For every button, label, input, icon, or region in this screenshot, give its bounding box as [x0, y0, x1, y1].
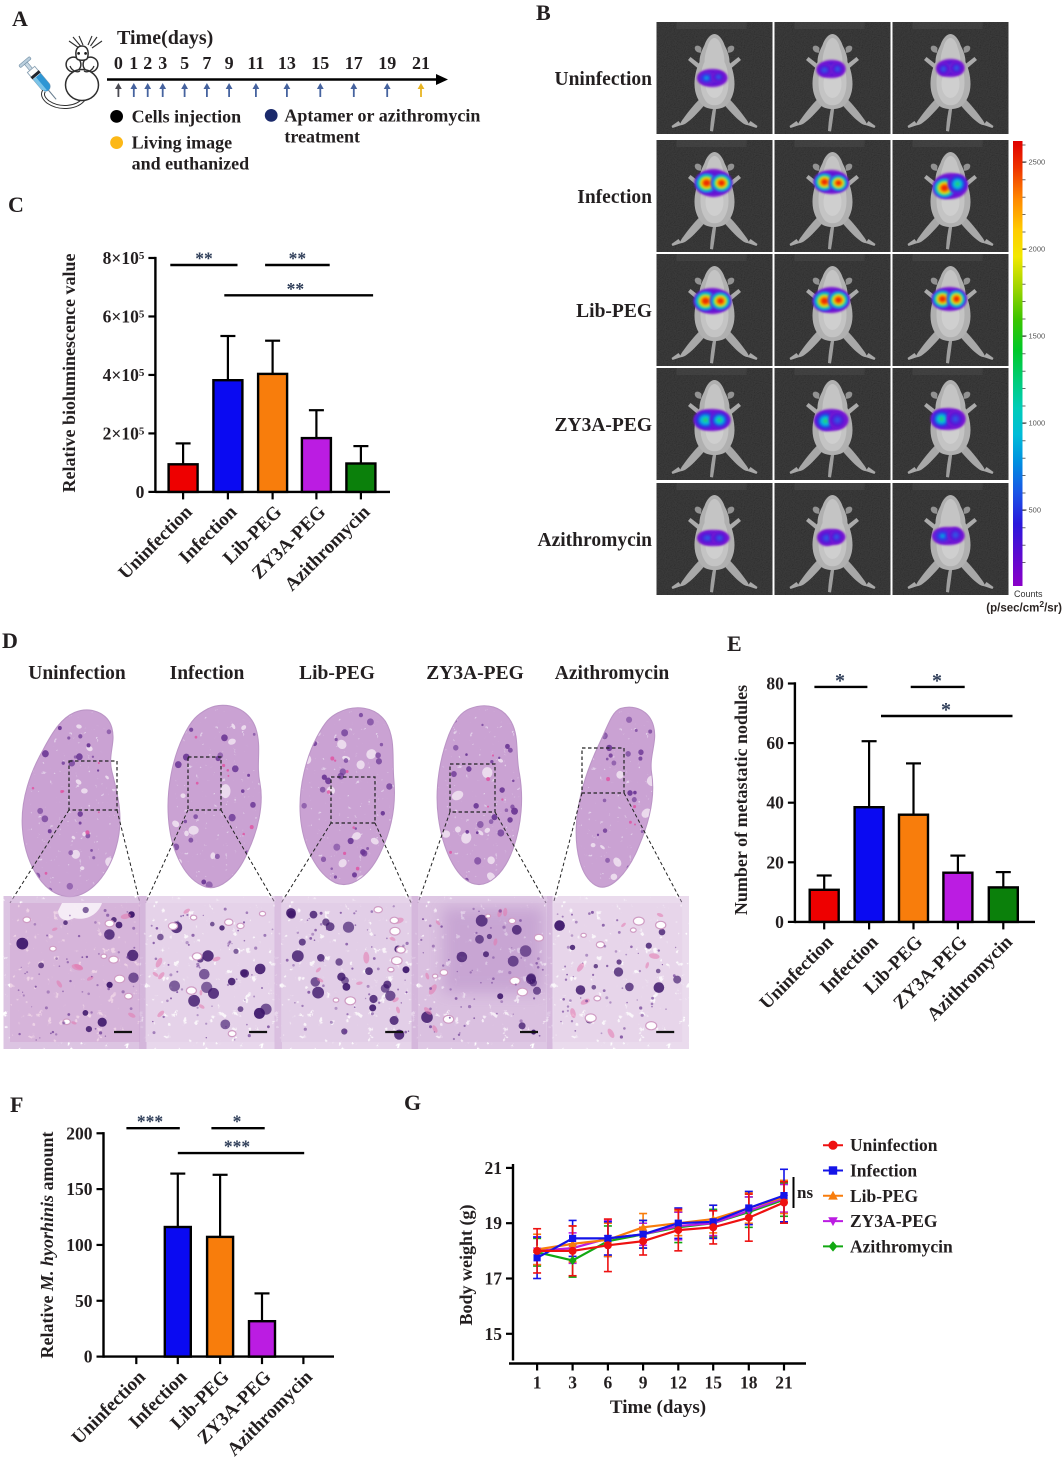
svg-text:ZY3A-PEG: ZY3A-PEG: [850, 1211, 938, 1231]
svg-text:Infection: Infection: [170, 663, 245, 684]
svg-text:150: 150: [66, 1179, 93, 1199]
svg-text:G: G: [404, 1090, 421, 1115]
svg-text:**: **: [287, 279, 305, 299]
svg-text:0: 0: [136, 482, 145, 502]
svg-text:2: 2: [143, 53, 152, 73]
svg-text:3: 3: [568, 1373, 577, 1393]
svg-text:12: 12: [670, 1373, 688, 1393]
svg-text:Aptamer or azithromycin: Aptamer or azithromycin: [284, 106, 480, 126]
svg-text:15: 15: [311, 53, 329, 73]
svg-text:treatment: treatment: [284, 127, 360, 147]
svg-text:1000: 1000: [1029, 419, 1046, 428]
svg-text:11: 11: [247, 53, 264, 73]
svg-text:6×105: 6×105: [103, 306, 145, 326]
svg-text:E: E: [727, 631, 742, 656]
svg-text:40: 40: [766, 793, 784, 813]
svg-text:Azithromycin: Azithromycin: [538, 530, 653, 551]
svg-text:Lib-PEG: Lib-PEG: [576, 301, 652, 322]
svg-text:13: 13: [278, 53, 296, 73]
svg-text:6: 6: [604, 1373, 613, 1393]
svg-text:Time(days): Time(days): [117, 27, 213, 49]
svg-text:100: 100: [66, 1235, 93, 1255]
svg-text:Cells injection: Cells injection: [132, 107, 242, 127]
svg-text:1500: 1500: [1029, 332, 1046, 341]
svg-text:C: C: [8, 192, 24, 217]
svg-text:and euthanized: and euthanized: [132, 154, 250, 174]
svg-text:ZY3A-PEG: ZY3A-PEG: [426, 663, 524, 684]
svg-text:Living image: Living image: [132, 133, 233, 153]
svg-text:ns: ns: [797, 1183, 813, 1202]
svg-text:A: A: [12, 6, 28, 31]
svg-text:*: *: [932, 670, 942, 692]
svg-text:50: 50: [75, 1291, 93, 1311]
svg-text:15: 15: [485, 1324, 503, 1344]
svg-text:Infection: Infection: [850, 1161, 917, 1181]
svg-text:500: 500: [1029, 506, 1042, 515]
svg-text:9: 9: [225, 53, 234, 73]
svg-text:2500: 2500: [1029, 158, 1046, 167]
svg-text:**: **: [289, 249, 307, 269]
svg-text:17: 17: [485, 1269, 503, 1289]
svg-text:4×105: 4×105: [103, 365, 145, 385]
svg-text:17: 17: [345, 53, 363, 73]
svg-text:Uninfection: Uninfection: [850, 1135, 938, 1155]
svg-text:21: 21: [775, 1373, 793, 1393]
svg-text:2×105: 2×105: [103, 423, 145, 443]
svg-text:Uninfection: Uninfection: [555, 69, 653, 90]
svg-text:19: 19: [378, 53, 396, 73]
svg-text:Number of metastatic nodules: Number of metastatic nodules: [731, 685, 751, 915]
svg-text:21: 21: [412, 53, 430, 73]
svg-text:18: 18: [740, 1373, 758, 1393]
svg-text:8×105: 8×105: [103, 248, 145, 268]
svg-text:*: *: [835, 670, 845, 692]
svg-text:Infection: Infection: [577, 187, 652, 208]
svg-text:***: ***: [224, 1136, 251, 1156]
svg-text:20: 20: [766, 852, 784, 872]
svg-text:**: **: [195, 249, 213, 269]
svg-text:Azithromycin: Azithromycin: [850, 1236, 953, 1256]
svg-text:*: *: [941, 699, 951, 721]
svg-text:D: D: [2, 628, 18, 653]
svg-text:5: 5: [180, 53, 189, 73]
svg-text:1: 1: [533, 1373, 542, 1393]
svg-text:3: 3: [158, 53, 167, 73]
svg-text:7: 7: [202, 53, 211, 73]
svg-text:Time (days): Time (days): [610, 1397, 706, 1418]
svg-text:80: 80: [766, 674, 784, 694]
svg-text:2000: 2000: [1029, 245, 1046, 254]
svg-text:Body weight (g): Body weight (g): [456, 1204, 477, 1325]
svg-text:19: 19: [485, 1213, 503, 1233]
svg-text:9: 9: [639, 1373, 648, 1393]
svg-text:ZY3A-PEG: ZY3A-PEG: [555, 415, 653, 436]
svg-text:Uninfection: Uninfection: [28, 663, 126, 684]
svg-text:0: 0: [775, 912, 784, 932]
svg-text:B: B: [536, 0, 551, 25]
svg-text:(p/sec/cm2/sr): (p/sec/cm2/sr): [986, 599, 1062, 615]
svg-text:Relative M. hyorhinis amount: Relative M. hyorhinis amount: [37, 1131, 57, 1358]
svg-text:60: 60: [766, 733, 784, 753]
svg-text:1: 1: [129, 53, 138, 73]
svg-text:0: 0: [84, 1347, 93, 1367]
svg-text:Lib-PEG: Lib-PEG: [850, 1186, 918, 1206]
svg-text:Counts: Counts: [1014, 589, 1043, 599]
svg-text:Relative bioluminescence value: Relative bioluminescence value: [59, 254, 79, 493]
svg-text:Azithromycin: Azithromycin: [555, 663, 670, 684]
svg-text:0: 0: [114, 53, 123, 73]
svg-text:F: F: [10, 1092, 23, 1117]
svg-text:21: 21: [485, 1158, 503, 1178]
svg-text:***: ***: [137, 1112, 164, 1132]
svg-text:Lib-PEG: Lib-PEG: [299, 663, 375, 684]
svg-text:15: 15: [704, 1373, 722, 1393]
svg-text:*: *: [233, 1112, 242, 1132]
svg-text:200: 200: [66, 1123, 93, 1143]
